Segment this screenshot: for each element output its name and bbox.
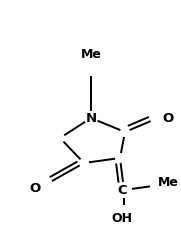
Text: O: O <box>162 112 174 125</box>
Text: O: O <box>29 182 41 195</box>
Text: Me: Me <box>158 176 179 188</box>
Text: N: N <box>85 112 96 125</box>
Text: Me: Me <box>81 49 101 61</box>
Text: OH: OH <box>111 212 132 225</box>
Text: C: C <box>117 183 127 197</box>
